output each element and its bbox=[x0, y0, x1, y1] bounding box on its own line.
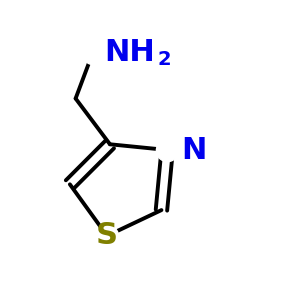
Text: 2: 2 bbox=[157, 50, 171, 69]
Text: NH: NH bbox=[104, 38, 155, 67]
Text: N: N bbox=[182, 136, 207, 164]
Text: S: S bbox=[96, 221, 118, 250]
